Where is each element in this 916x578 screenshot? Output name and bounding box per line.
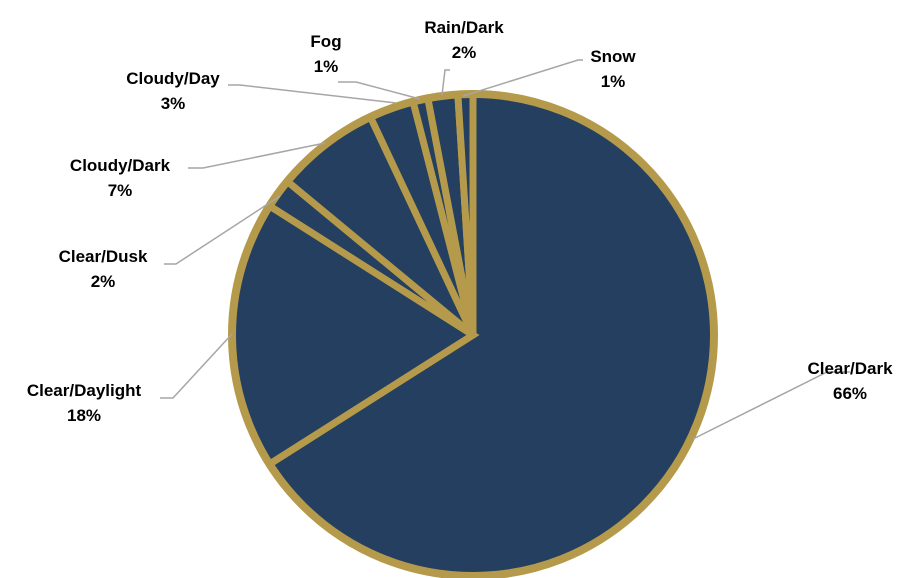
pie-slices <box>228 90 718 578</box>
slice-percent-label: 1% <box>314 57 339 76</box>
slice-label: Cloudy/Dark <box>70 156 171 175</box>
slice-label: Snow <box>590 47 636 66</box>
leader-line <box>338 81 421 100</box>
leader-line <box>228 84 397 104</box>
slice-percent-label: 66% <box>833 384 867 403</box>
leader-line <box>462 59 583 97</box>
leader-line <box>441 69 450 96</box>
slice-label: Clear/Dark <box>807 359 893 378</box>
leader-line <box>164 195 281 265</box>
slice-percent-label: 2% <box>452 43 477 62</box>
leader-lines <box>160 59 850 440</box>
slice-label: Clear/Daylight <box>27 381 142 400</box>
leader-line <box>160 333 233 399</box>
leader-line <box>188 142 326 169</box>
leader-line <box>692 371 850 440</box>
slice-percent-label: 18% <box>67 406 101 425</box>
slice-label: Cloudy/Day <box>126 69 220 88</box>
slice-percent-label: 3% <box>161 94 186 113</box>
slice-label: Fog <box>310 32 341 51</box>
slice-percent-label: 2% <box>91 272 116 291</box>
slice-label: Rain/Dark <box>424 18 504 37</box>
data-labels: Clear/Dark 66% Clear/Daylight 18% Clear/Dusk… <box>27 18 893 425</box>
slice-percent-label: 7% <box>108 181 133 200</box>
slice-percent-label: 1% <box>601 72 626 91</box>
slice-label: Clear/Dusk <box>59 247 148 266</box>
